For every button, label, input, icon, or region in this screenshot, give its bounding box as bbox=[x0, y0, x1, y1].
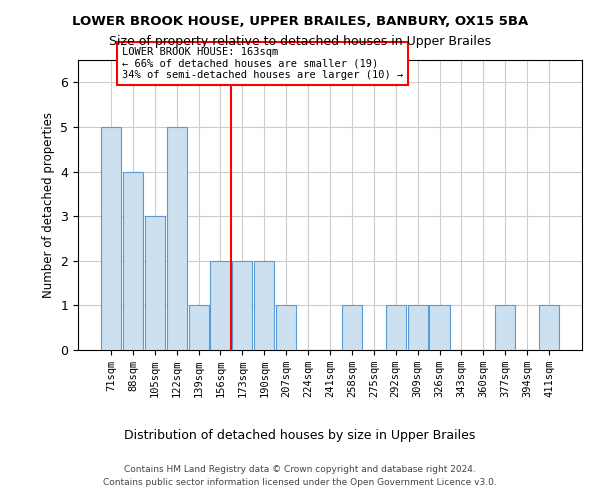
Bar bbox=[276, 306, 296, 350]
Bar bbox=[167, 127, 187, 350]
Bar bbox=[254, 261, 274, 350]
Bar bbox=[145, 216, 165, 350]
Bar bbox=[386, 306, 406, 350]
Bar bbox=[232, 261, 253, 350]
Text: Contains HM Land Registry data © Crown copyright and database right 2024.: Contains HM Land Registry data © Crown c… bbox=[124, 466, 476, 474]
Text: Distribution of detached houses by size in Upper Brailes: Distribution of detached houses by size … bbox=[124, 428, 476, 442]
Bar bbox=[123, 172, 143, 350]
Text: LOWER BROOK HOUSE: 163sqm
← 66% of detached houses are smaller (19)
34% of semi-: LOWER BROOK HOUSE: 163sqm ← 66% of detac… bbox=[122, 47, 403, 80]
Bar bbox=[342, 306, 362, 350]
Bar bbox=[407, 306, 428, 350]
Bar bbox=[495, 306, 515, 350]
Y-axis label: Number of detached properties: Number of detached properties bbox=[42, 112, 55, 298]
Bar bbox=[539, 306, 559, 350]
Bar bbox=[211, 261, 230, 350]
Bar bbox=[188, 306, 209, 350]
Text: Contains public sector information licensed under the Open Government Licence v3: Contains public sector information licen… bbox=[103, 478, 497, 487]
Text: LOWER BROOK HOUSE, UPPER BRAILES, BANBURY, OX15 5BA: LOWER BROOK HOUSE, UPPER BRAILES, BANBUR… bbox=[72, 15, 528, 28]
Bar bbox=[430, 306, 449, 350]
Bar bbox=[101, 127, 121, 350]
Text: Size of property relative to detached houses in Upper Brailes: Size of property relative to detached ho… bbox=[109, 35, 491, 48]
